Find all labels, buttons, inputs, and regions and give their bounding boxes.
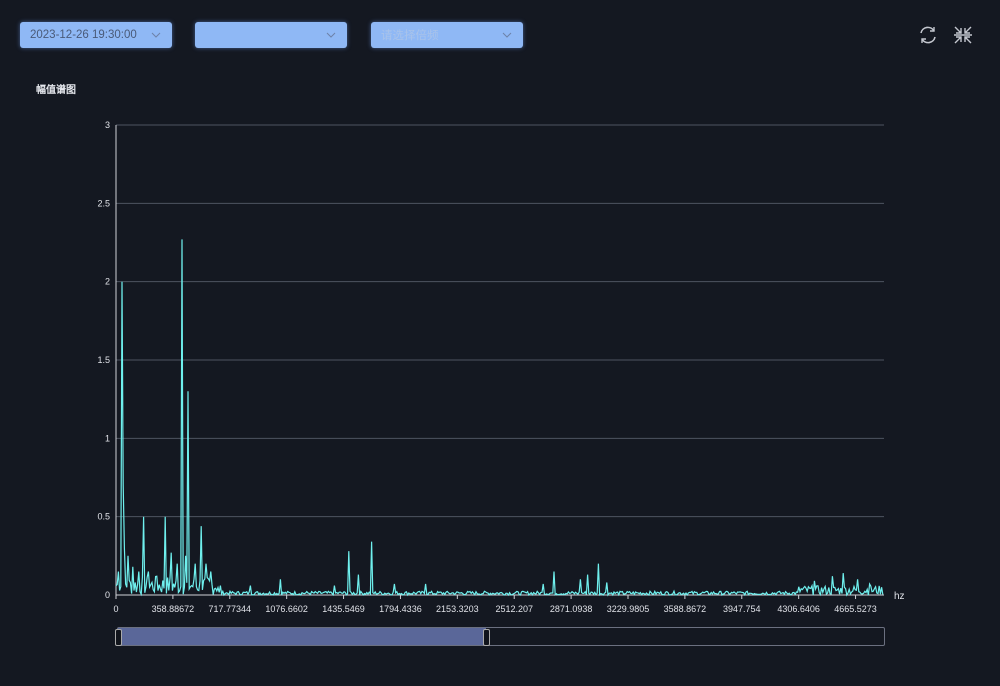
data-zoom-window[interactable]: [118, 628, 486, 645]
datetime-value: 2023-12-26 19:30:00: [30, 29, 137, 41]
datetime-select[interactable]: 2023-12-26 19:30:00: [20, 22, 172, 48]
y-tick-label: 0.5: [97, 512, 110, 522]
refresh-button[interactable]: [917, 24, 939, 46]
x-tick-label: 2153.3203: [436, 604, 479, 614]
x-tick-label: 4306.6406: [777, 604, 820, 614]
x-tick-label: 1794.4336: [379, 604, 422, 614]
x-tick-label: 717.77344: [209, 604, 252, 614]
y-tick-label: 1: [105, 433, 110, 443]
x-tick-label: 3588.8672: [664, 604, 707, 614]
x-axis-unit: hz: [894, 591, 905, 602]
collapse-button[interactable]: [952, 24, 974, 46]
y-tick-label: 0: [105, 590, 110, 600]
data-zoom-handle-end[interactable]: [482, 629, 490, 646]
y-tick-label: 2.5: [97, 198, 110, 208]
chevron-down-icon: [151, 32, 161, 38]
multiple-placeholder: 请选择倍频: [381, 30, 439, 42]
x-tick-label: 2871.0938: [550, 604, 593, 614]
x-tick-label: 358.88672: [152, 604, 195, 614]
x-tick-label: 4665.5273: [834, 604, 877, 614]
x-tick-label: 1435.5469: [322, 604, 365, 614]
refresh-icon: [920, 26, 936, 44]
x-tick-label: 2512.207: [495, 604, 533, 614]
data-zoom-handle-start[interactable]: [115, 629, 122, 646]
data-zoom-slider[interactable]: [115, 627, 885, 646]
x-tick-label: 3947.754: [723, 604, 761, 614]
x-tick-label: 3229.9805: [607, 604, 650, 614]
compress-icon: [954, 26, 972, 44]
multiple-select[interactable]: 请选择倍频: [371, 22, 523, 48]
y-tick-label: 2: [105, 277, 110, 287]
chevron-down-icon: [326, 32, 336, 38]
chart-title: 幅值谱图: [36, 85, 76, 96]
y-tick-label: 1.5: [97, 355, 110, 365]
channel-select[interactable]: [195, 22, 347, 48]
x-tick-label: 0: [113, 604, 118, 614]
y-tick-label: 3: [105, 120, 110, 130]
x-tick-label: 1076.6602: [265, 604, 308, 614]
spectrum-line: [115, 239, 884, 597]
chevron-down-icon: [502, 32, 512, 38]
